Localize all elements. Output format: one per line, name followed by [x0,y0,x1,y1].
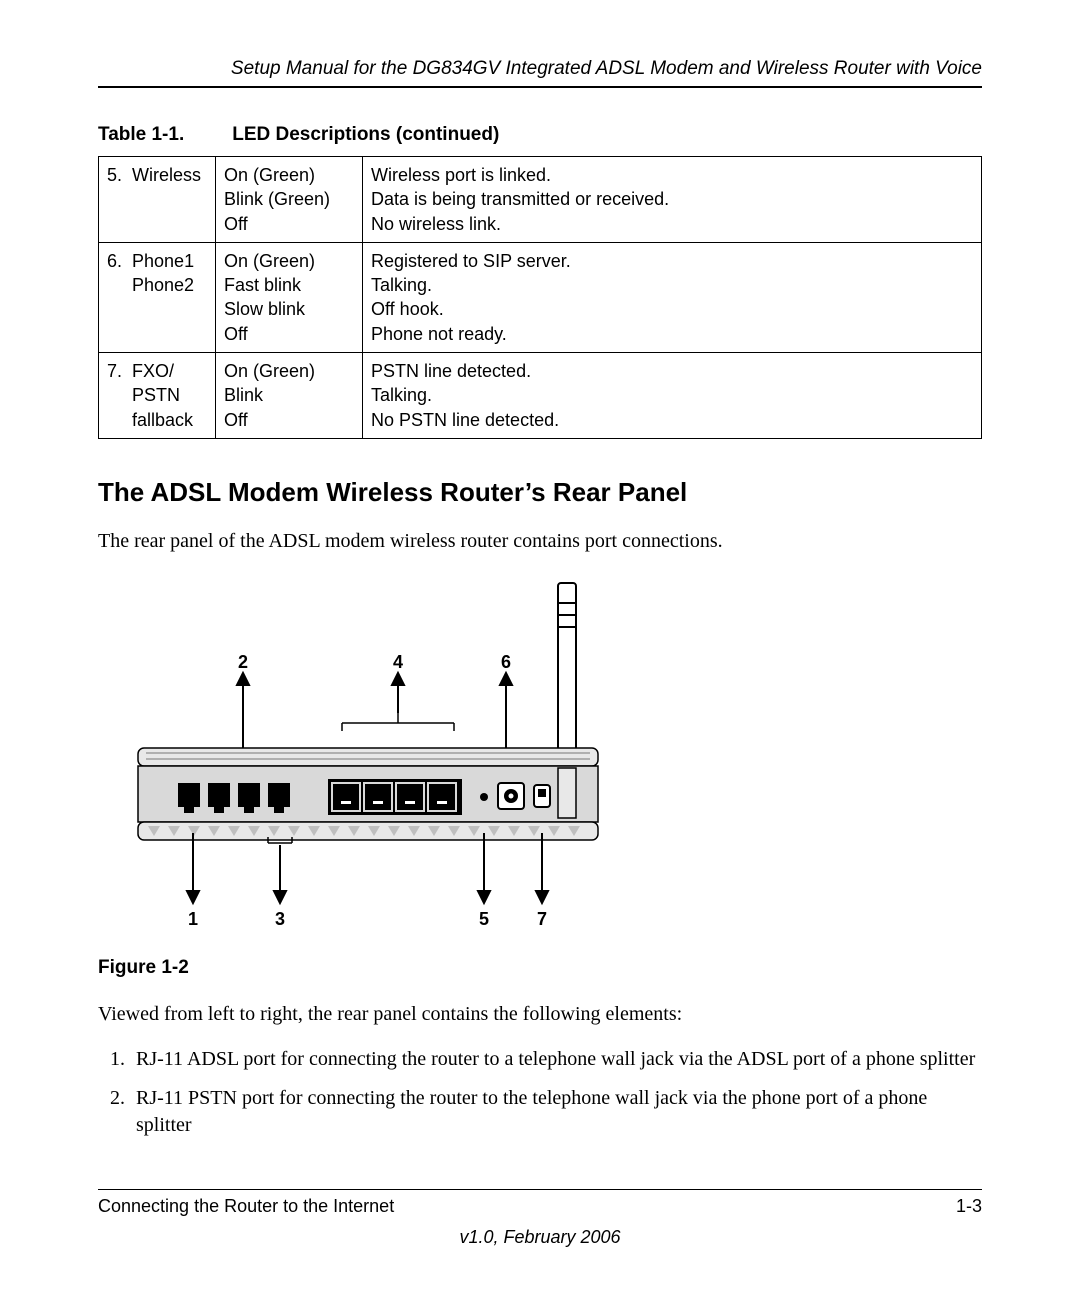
elements-list: RJ-11 ADSL port for connecting the route… [102,1046,982,1139]
row-states: On (Green)BlinkOff [216,353,363,439]
callout-top-2: 2 [238,652,248,672]
page: Setup Manual for the DG834GV Integrated … [0,0,1080,1296]
callout-bottom-1: 1 [188,909,198,929]
row-states: On (Green)Fast blinkSlow blinkOff [216,242,363,352]
callout-top-6: 6 [501,652,511,672]
callout-top-4: 4 [393,652,403,672]
rear-panel-figure: 2 4 6 [98,573,618,943]
elements-intro: Viewed from left to right, the rear pane… [98,1003,982,1026]
section-heading: The ADSL Modem Wireless Router’s Rear Pa… [98,477,982,508]
row-name: 6. Phone1 Phone2 [99,242,216,352]
footer-left: Connecting the Router to the Internet [98,1196,394,1217]
callout-bottom-3: 3 [275,909,285,929]
row-name: 5. Wireless [99,157,216,243]
table-row: 5. WirelessOn (Green)Blink (Green)OffWir… [99,157,982,243]
list-item: RJ-11 ADSL port for connecting the route… [130,1046,982,1073]
callout-bottom-7: 7 [537,909,547,929]
row-states: On (Green)Blink (Green)Off [216,157,363,243]
figure-caption: Figure 1-2 [98,957,982,979]
row-desc: PSTN line detected.Talking.No PSTN line … [363,353,982,439]
page-footer: Connecting the Router to the Internet 1-… [98,1189,982,1248]
row-desc: Registered to SIP server.Talking.Off hoo… [363,242,982,352]
led-table: 5. WirelessOn (Green)Blink (Green)OffWir… [98,156,982,439]
table-row: 7. FXO/ PSTN fallbackOn (Green)BlinkOffP… [99,353,982,439]
list-item: RJ-11 PSTN port for connecting the route… [130,1085,982,1139]
table-caption-prefix: Table 1-1. [98,124,184,145]
row-name: 7. FXO/ PSTN fallback [99,353,216,439]
callout-bottom-5: 5 [479,909,489,929]
table-row: 6. Phone1 Phone2On (Green)Fast blinkSlow… [99,242,982,352]
footer-right: 1-3 [956,1196,982,1217]
section-intro: The rear panel of the ADSL modem wireles… [98,530,982,553]
table-caption: Table 1-1. LED Descriptions (continued) [98,124,982,146]
table-caption-title: LED Descriptions (continued) [232,124,499,145]
footer-version: v1.0, February 2006 [98,1227,982,1248]
row-desc: Wireless port is linked.Data is being tr… [363,157,982,243]
running-header: Setup Manual for the DG834GV Integrated … [98,58,982,88]
